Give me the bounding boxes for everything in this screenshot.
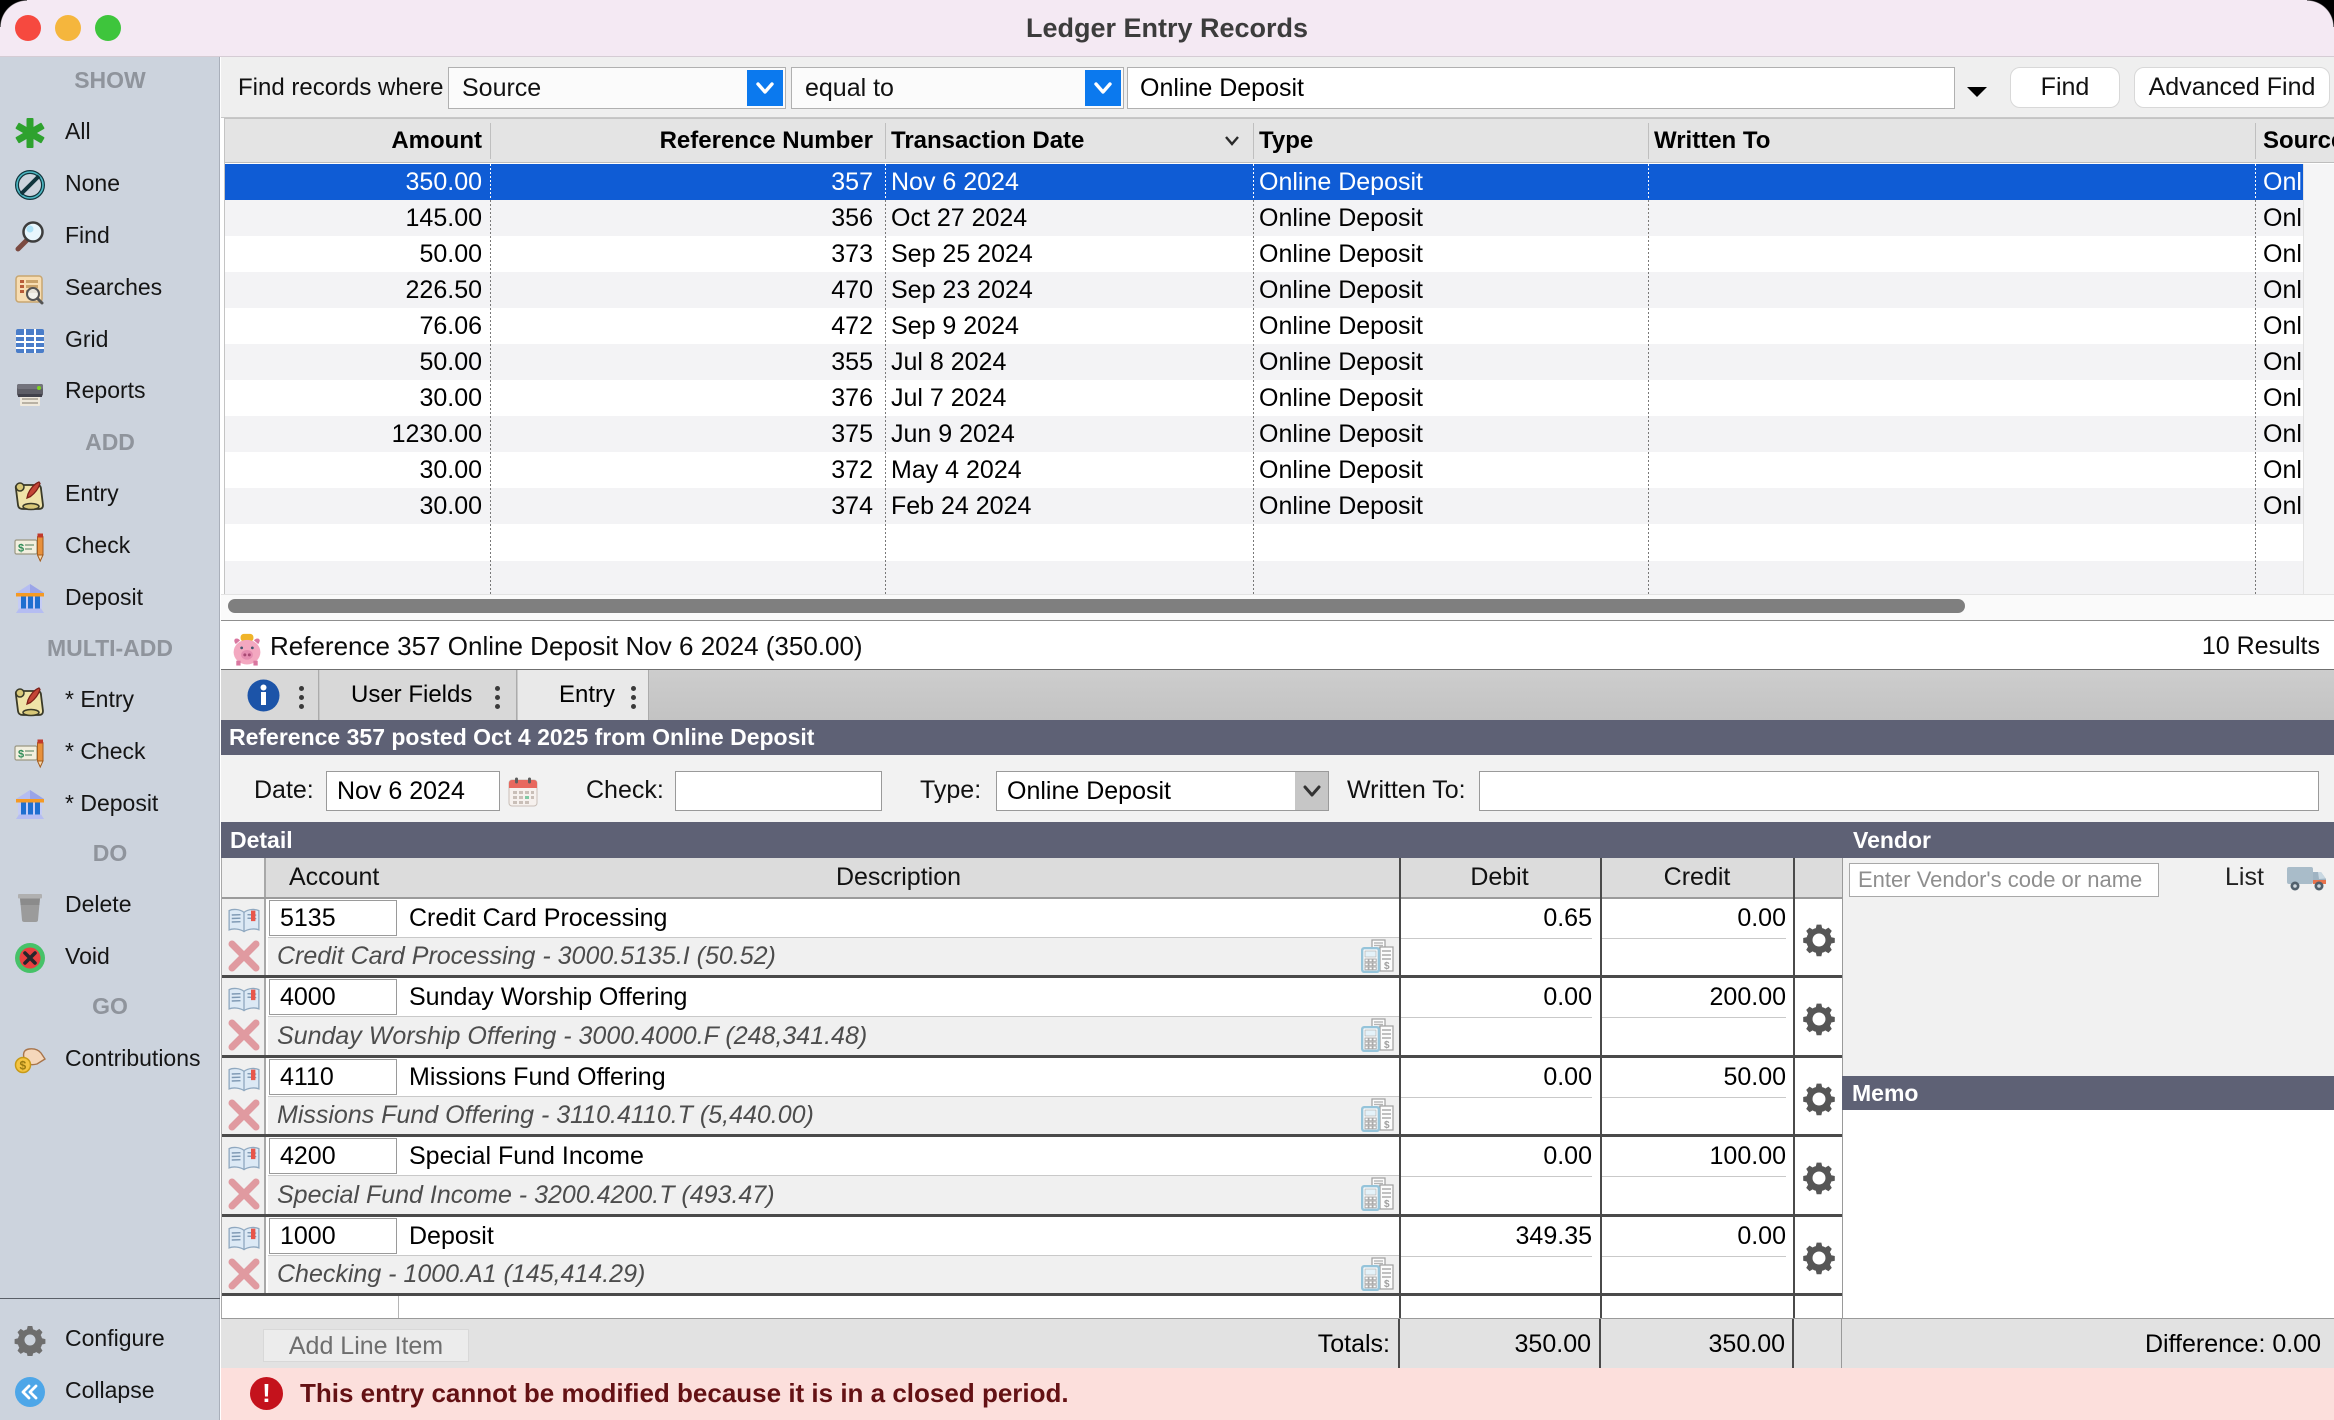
- svg-text:$: $: [1384, 961, 1390, 972]
- svg-text:$: $: [20, 1059, 27, 1073]
- svg-text:$: $: [1384, 1279, 1390, 1290]
- svg-text:$: $: [1384, 1040, 1390, 1051]
- svg-text:$: $: [1384, 1199, 1390, 1210]
- svg-text:$: $: [18, 749, 24, 761]
- svg-text:$: $: [18, 543, 24, 555]
- svg-text:$: $: [1384, 1120, 1390, 1131]
